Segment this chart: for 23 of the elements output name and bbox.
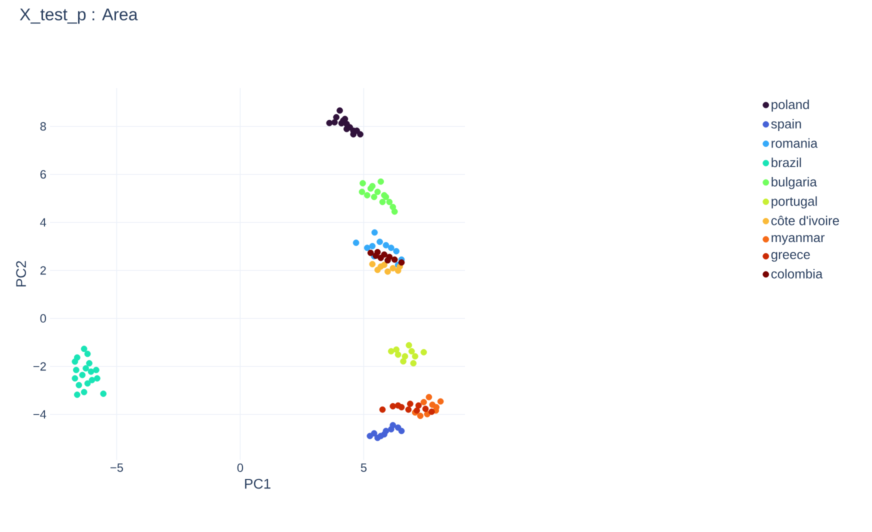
y-tick-label: 0	[40, 314, 46, 323]
x-axis-title: PC1	[245, 478, 270, 489]
y-tick-label: −4	[33, 410, 46, 419]
x-tick-label: 5	[360, 464, 367, 472]
legend-label: brazil	[772, 158, 801, 168]
y-tick-label: 4	[40, 218, 46, 227]
legend-label: greece	[771, 252, 810, 262]
legend-label: bulgaria	[772, 176, 817, 190]
legend-label: côte d'ivoire	[771, 216, 839, 226]
y-tick-label: −2	[33, 362, 46, 371]
y-axis-title: PC2	[16, 261, 26, 286]
legend-label: poland	[772, 100, 809, 112]
x-tick-label: 0	[237, 464, 244, 472]
legend-label: colombia	[771, 268, 823, 278]
legend-label: romania	[772, 138, 818, 148]
legend-label: portugal	[772, 196, 817, 208]
x-tick-label: −5	[110, 464, 124, 472]
y-tick-label: 2	[40, 266, 46, 275]
chart-title: X_test_p : Area	[20, 8, 138, 24]
legend-label: spain	[771, 118, 801, 132]
y-tick-label: 8	[40, 122, 46, 131]
y-tick-label: 6	[40, 170, 46, 179]
legend-label: myanmar	[772, 235, 825, 245]
